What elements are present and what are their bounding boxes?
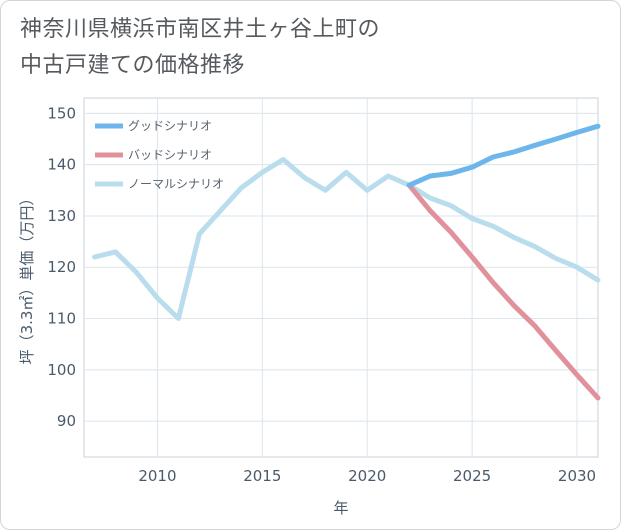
y-tick-label: 130	[47, 207, 76, 225]
y-tick-label: 90	[57, 412, 76, 430]
legend-label-2: ノーマルシナリオ	[128, 177, 224, 191]
chart-title: 神奈川県横浜市南区井土ヶ谷上町の 中古戸建ての価格推移	[20, 12, 580, 84]
x-tick-label: 2030	[558, 467, 596, 485]
grid-lines	[84, 98, 598, 457]
y-tick-label: 150	[47, 104, 76, 122]
x-tick-label: 2025	[453, 467, 491, 485]
y-axis-label: 坪（3.3㎡）単価（万円）	[18, 191, 36, 365]
x-axis-label: 年	[333, 499, 348, 517]
x-tick-label: 2020	[348, 467, 386, 485]
x-tick-label: 2010	[138, 467, 176, 485]
legend-label-1: バッドシナリオ	[128, 148, 212, 162]
series-line-0	[406, 123, 601, 188]
x-tick-labels: 2010 2015 2020 2025 2030	[138, 467, 596, 485]
series-group	[92, 123, 601, 401]
series-line-2	[92, 157, 601, 321]
plot-area	[83, 97, 599, 458]
chart-title-line2: 中古戸建ての価格推移	[20, 53, 246, 78]
chart-title-line1: 神奈川県横浜市南区井土ヶ谷上町の	[20, 17, 381, 42]
y-tick-labels: 90 100 110 120 130 140 150	[47, 104, 76, 430]
legend-label-0: グッドシナリオ	[128, 119, 212, 133]
y-tick-label: 100	[47, 361, 76, 379]
y-tick-label: 120	[47, 258, 76, 276]
x-tick-label: 2015	[243, 467, 281, 485]
series-line-1	[406, 182, 601, 401]
y-tick-label: 140	[47, 156, 76, 174]
y-tick-label: 110	[47, 310, 76, 328]
